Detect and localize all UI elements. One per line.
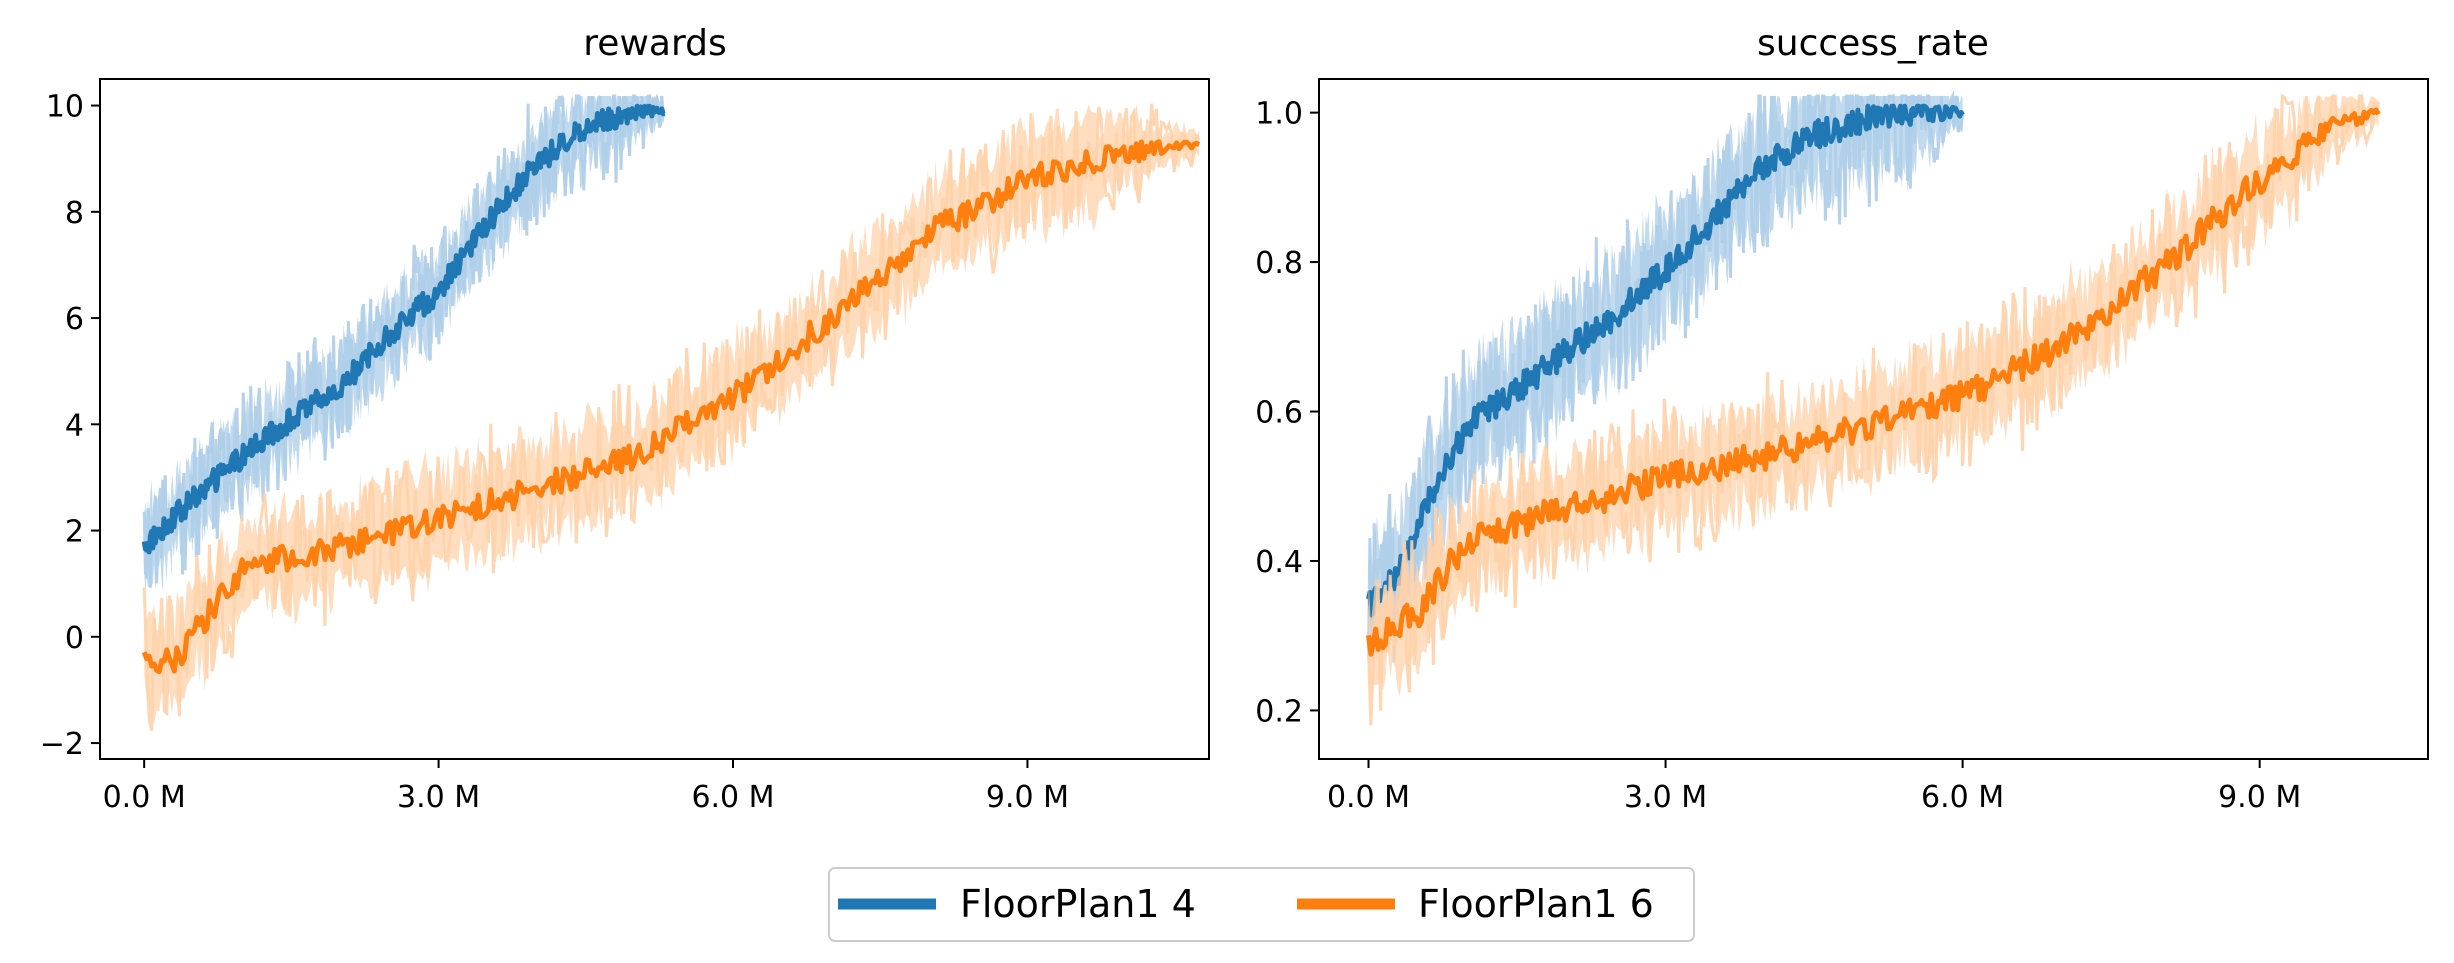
- y-tick-label: 0: [65, 621, 84, 656]
- series-line-floorplan1-6: [141, 139, 1201, 675]
- y-tick-label: −2: [40, 727, 84, 762]
- x-tick-label: 6.0 M: [691, 780, 774, 815]
- legend-label-floorplan1-6: FloorPlan1 6: [1418, 882, 1654, 926]
- x-tick-label: 0.0 M: [103, 780, 186, 815]
- legend-frame: [828, 867, 1695, 942]
- x-tick-label: 3.0 M: [397, 780, 480, 815]
- y-tick-label: 0.6: [1255, 396, 1303, 431]
- rewards-panel: rewards 0.0 M 3.0 M 6.0 M 9.0 M −2 0 2 4 6 8 10: [40, 23, 1210, 815]
- success-rate-axes: 0.0 M 3.0 M 6.0 M 9.0 M 0.2 0.4 0.6 0.8 1.0: [1255, 78, 2429, 815]
- y-tick-label: 4: [65, 408, 84, 443]
- x-tick-label: 6.0 M: [1921, 780, 2004, 815]
- x-tick-label: 3.0 M: [1624, 780, 1707, 815]
- rewards-axes: 0.0 M 3.0 M 6.0 M 9.0 M −2 0 2 4 6 8 10: [40, 78, 1210, 815]
- x-tick-label: 9.0 M: [986, 780, 1069, 815]
- success-rate-panel: success_rate 0.0 M 3.0 M 6.0 M 9.0 M0.20.40…: [1255, 23, 2429, 815]
- y-tick-label: 0.2: [1255, 694, 1303, 729]
- x-tick-label: 0.0 M: [1327, 780, 1410, 815]
- series-line-floorplan1-4: [141, 103, 666, 555]
- success-rate-series-layer: [1366, 90, 2381, 726]
- x-tick-label: 9.0 M: [2218, 780, 2301, 815]
- y-tick-label: 10: [46, 90, 84, 125]
- legend-label-floorplan1-4: FloorPlan1 4: [960, 882, 1196, 926]
- rewards-series-layer: [141, 93, 1201, 731]
- spread-floorplan1-4: [142, 93, 666, 588]
- series-line-floorplan1-4: [1366, 103, 1965, 618]
- y-tick-label: 0.8: [1255, 246, 1303, 281]
- y-tick-label: 0.4: [1255, 545, 1303, 580]
- y-tick-label: 1.0: [1255, 97, 1303, 132]
- series-line-floorplan1-6: [1366, 107, 2381, 657]
- y-tick-label: 6: [65, 302, 84, 337]
- success-rate-title: success_rate: [1757, 23, 1989, 64]
- y-tick-label: 2: [65, 515, 84, 550]
- spread-floorplan1-4: [1367, 90, 1965, 663]
- axes-frame: [99, 78, 1210, 760]
- legend: FloorPlan1 4 FloorPlan1 6: [828, 867, 1695, 942]
- axes-frame: [1318, 78, 2429, 760]
- rewards-title: rewards: [583, 23, 726, 64]
- y-tick-label: 8: [65, 196, 84, 231]
